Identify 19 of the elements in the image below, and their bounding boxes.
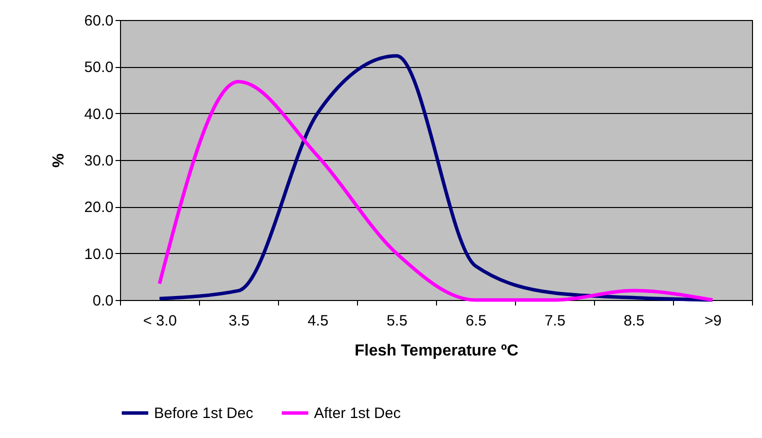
y-tick-label: 60.0 [84, 12, 114, 30]
x-tick-label: 5.5 [386, 312, 408, 330]
y-tick-label: 50.0 [84, 59, 114, 76]
x-tick-label: 8.5 [624, 312, 644, 330]
x-tick-label: 4.5 [308, 312, 328, 330]
x-tick-label: < 3.0 [143, 312, 177, 330]
legend-label: After 1st Dec [314, 405, 402, 422]
y-tick-label: 20.0 [84, 199, 114, 216]
x-tick-label: >9 [704, 312, 722, 330]
legend-label: Before 1st Dec [154, 405, 254, 422]
y-tick-label: 0.0 [92, 292, 114, 310]
y-axis-title: % [50, 153, 68, 168]
x-tick-label: 7.5 [544, 312, 566, 330]
y-tick-label: 30.0 [84, 152, 114, 170]
x-tick-label: 6.5 [466, 312, 486, 330]
x-axis-title: Flesh Temperature ºC [354, 342, 519, 360]
y-tick-label: 40.0 [84, 106, 114, 123]
x-tick-label: 3.5 [228, 312, 250, 330]
y-tick-label: 10.0 [84, 246, 114, 263]
